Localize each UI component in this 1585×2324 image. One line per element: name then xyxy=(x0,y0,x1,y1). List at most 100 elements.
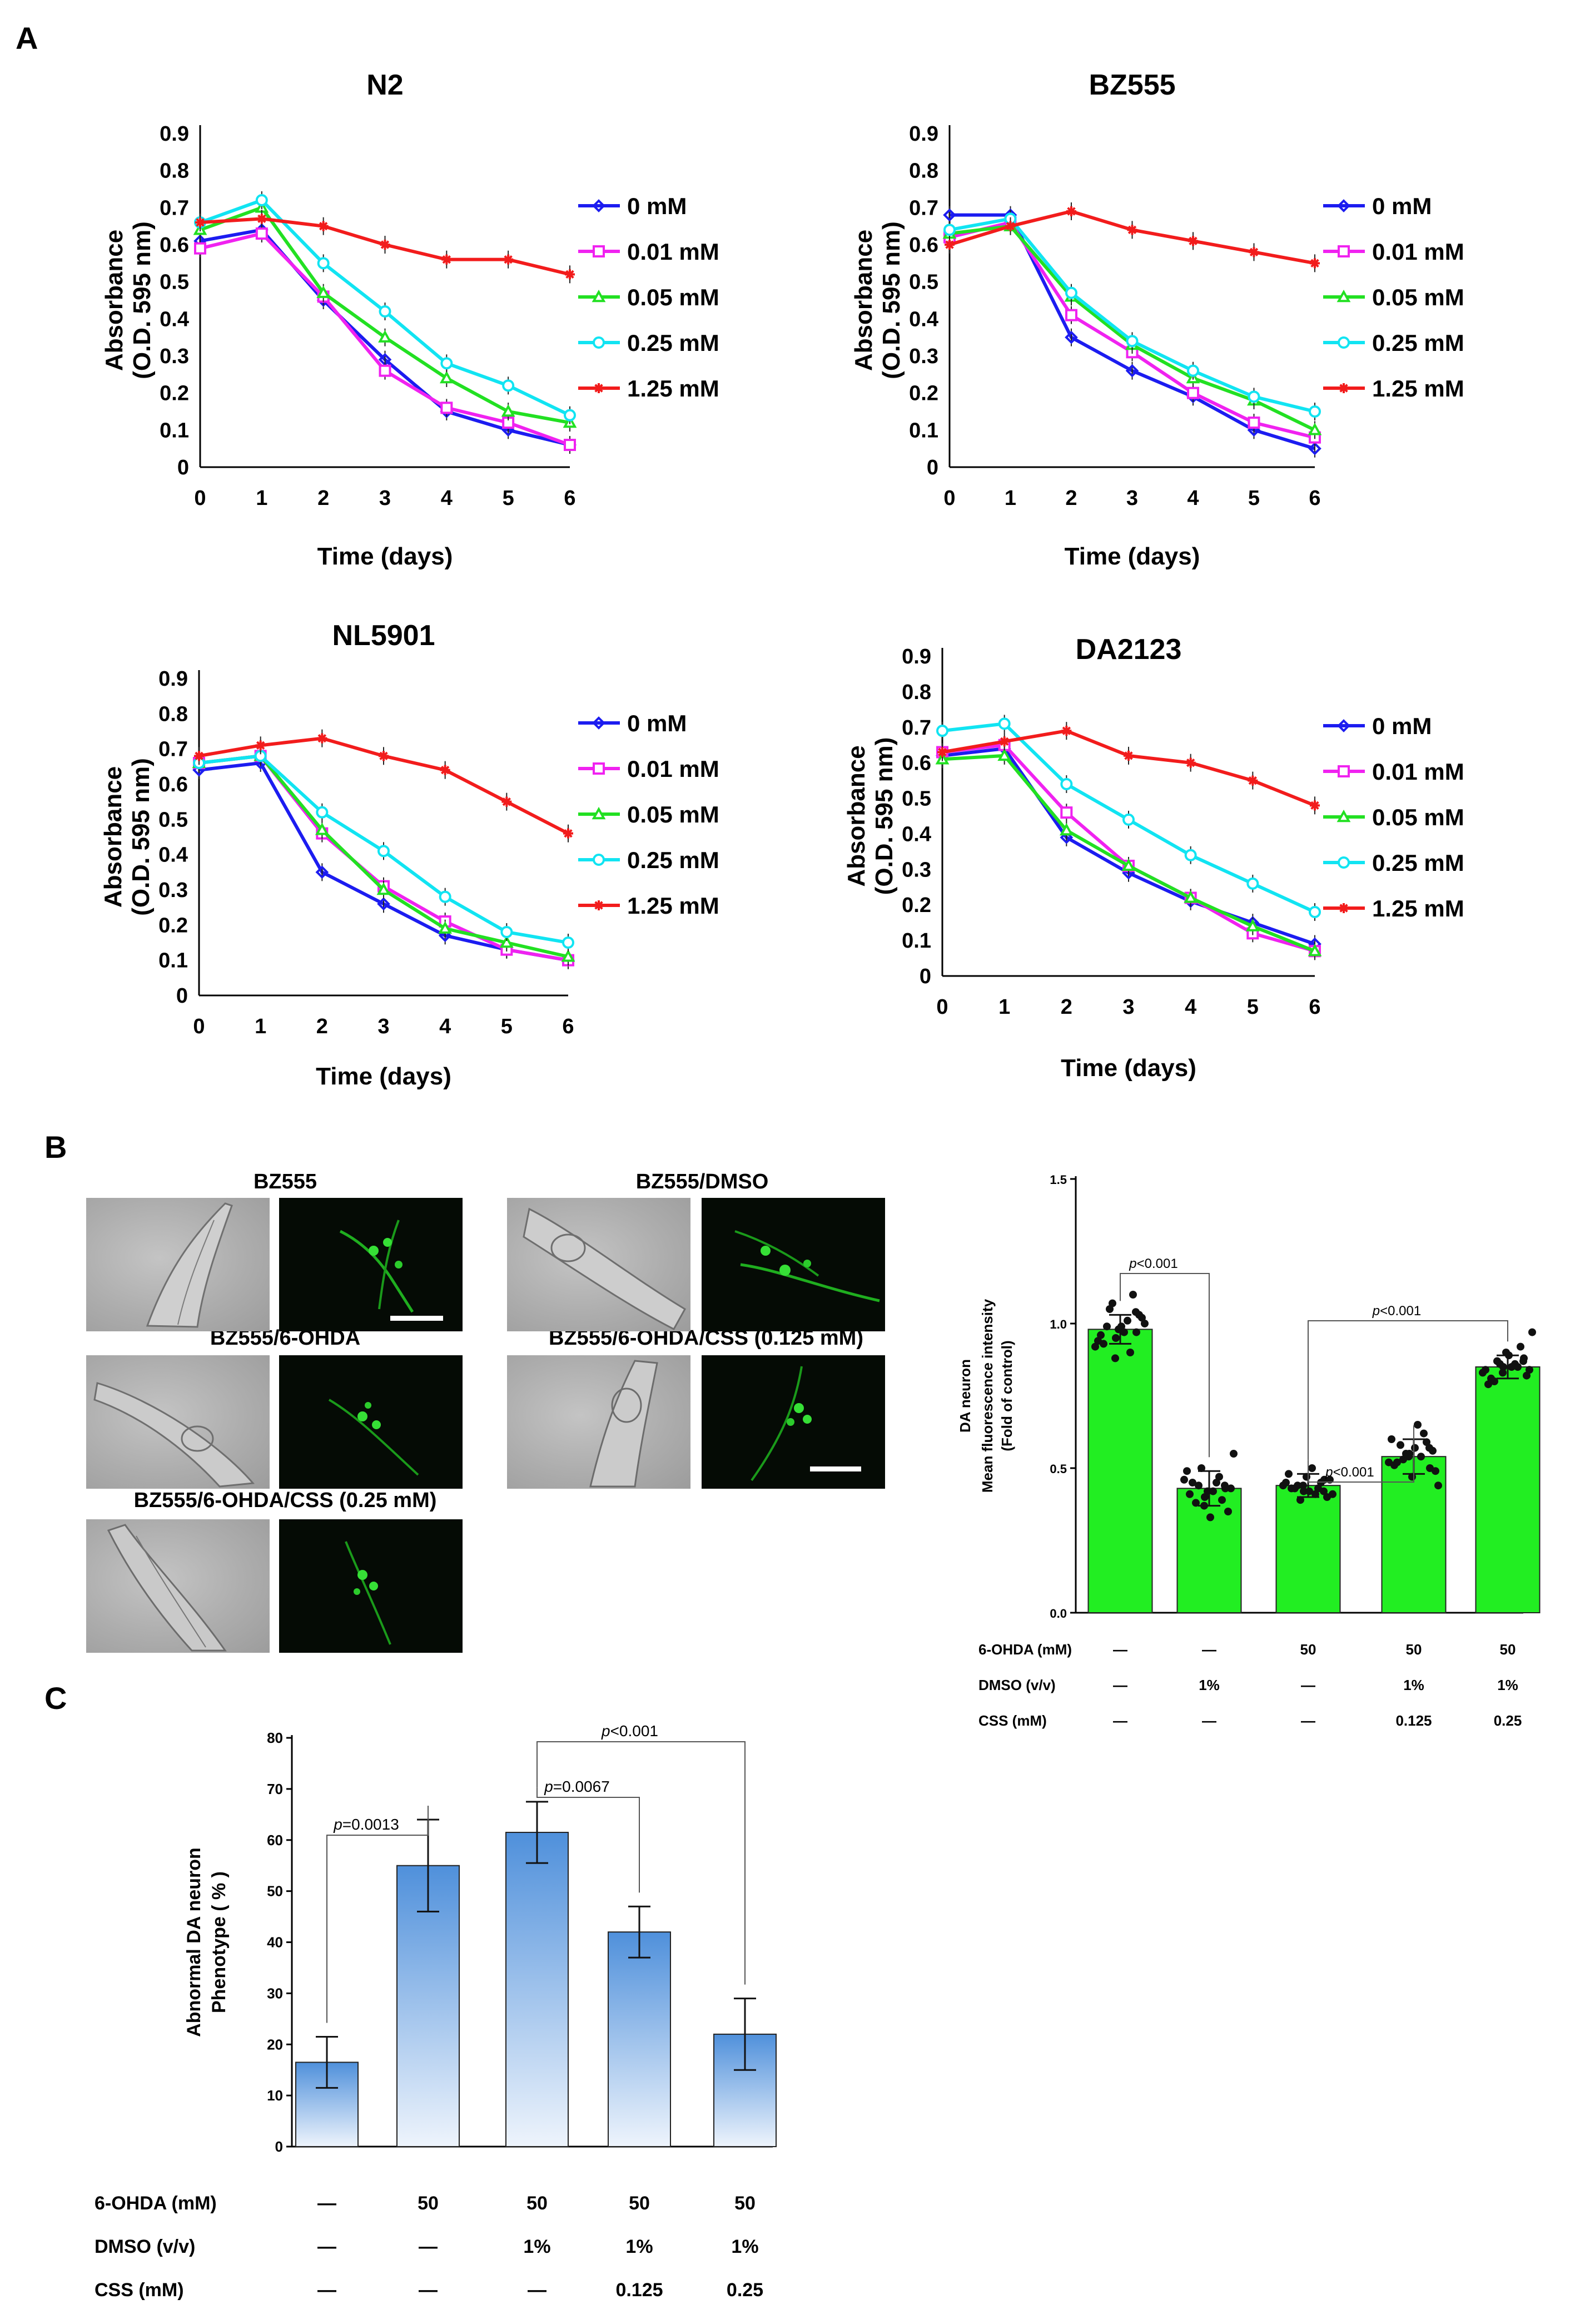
condition-value: 1% xyxy=(1199,1677,1220,1693)
condition-value: — xyxy=(1202,1641,1216,1658)
legend-marker xyxy=(1336,289,1351,303)
y-tick-label: 0.3 xyxy=(902,858,931,881)
y-tick-label: 0.6 xyxy=(160,234,189,257)
p-symbol: p xyxy=(1372,1304,1380,1319)
condition-value: — xyxy=(1113,1712,1127,1729)
worm-head-shape xyxy=(589,1360,658,1488)
data-point xyxy=(1200,1502,1208,1510)
p-value: <0.001 xyxy=(1380,1304,1421,1319)
y-axis-label-unit: (O.D. 595 nm) xyxy=(878,221,905,379)
micrograph-dmso-brightfield xyxy=(507,1198,690,1331)
y-tick-label: 1.5 xyxy=(1050,1173,1067,1187)
y-axis-label: Absorbance xyxy=(101,230,128,371)
data-point xyxy=(256,214,267,224)
data-point xyxy=(1417,1453,1425,1461)
data-point xyxy=(1434,1481,1442,1490)
condition-value: 50 xyxy=(1300,1641,1316,1658)
data-point xyxy=(1308,944,1322,957)
data-point xyxy=(1186,1490,1194,1498)
legend-marker xyxy=(592,716,605,730)
bar xyxy=(608,1931,671,2147)
y-axis-label: DA neuron xyxy=(957,1359,973,1433)
data-point xyxy=(1215,1473,1223,1481)
x-tick-label: 2 xyxy=(316,1015,328,1038)
legend-marker xyxy=(1338,765,1350,777)
data-point xyxy=(317,257,330,270)
data-point xyxy=(316,806,329,819)
legend-marker xyxy=(1338,856,1350,869)
series-line xyxy=(942,743,1315,953)
data-point xyxy=(1248,390,1260,403)
data-point xyxy=(1117,1322,1125,1331)
data-point xyxy=(1526,1366,1533,1374)
data-point xyxy=(439,890,451,903)
x-tick-label: 0 xyxy=(943,487,955,510)
y-tick-label: 0.8 xyxy=(160,160,189,183)
y-tick-label: 0.7 xyxy=(902,716,931,740)
data-point xyxy=(1288,1484,1295,1493)
y-tick-label: 0.3 xyxy=(160,345,189,368)
data-point xyxy=(377,845,390,858)
data-point xyxy=(1308,1464,1316,1472)
data-point xyxy=(1198,1464,1205,1472)
y-tick-label: 0 xyxy=(176,984,188,1008)
neuron-signal xyxy=(328,1399,419,1476)
legend-marker xyxy=(594,383,604,393)
legend-label: 0.05 mM xyxy=(1372,804,1464,830)
data-point xyxy=(380,240,390,250)
condition-value: — xyxy=(317,2280,336,2301)
data-point xyxy=(1221,1481,1229,1490)
condition-value: — xyxy=(317,2193,336,2214)
condition-value: — xyxy=(1113,1677,1127,1693)
panel-letter-c: C xyxy=(44,1681,67,1716)
x-tick-label: 1 xyxy=(1005,487,1016,510)
y-tick-label: 0.9 xyxy=(902,645,931,668)
line-chart-da2123: DA2123 0 0.1 0.2 0.3 0.4 0.5 0.6 0.7 0.8 0.9 0 1 2 3 4 5… xyxy=(843,633,1464,1082)
data-point xyxy=(1505,1351,1513,1360)
p-symbol: p xyxy=(333,1816,342,1833)
p-value: <0.001 xyxy=(610,1722,658,1740)
p-value: <0.001 xyxy=(1333,1465,1374,1480)
data-point xyxy=(1129,1291,1137,1299)
data-point xyxy=(1060,778,1073,790)
data-point xyxy=(315,865,329,879)
x-tick-label: 0 xyxy=(193,1015,205,1038)
x-tick-label: 1 xyxy=(256,487,267,510)
data-point xyxy=(1519,1357,1527,1365)
condition-value: — xyxy=(419,2236,438,2257)
data-point xyxy=(195,217,205,227)
data-point xyxy=(378,330,392,343)
data-point xyxy=(1112,1334,1120,1342)
x-tick-label: 4 xyxy=(1187,487,1199,510)
significance-label: p<0.001 xyxy=(1129,1256,1177,1271)
data-point xyxy=(1309,906,1321,918)
data-point xyxy=(1060,806,1073,819)
condition-value: 50 xyxy=(1500,1641,1516,1658)
data-point xyxy=(1059,822,1074,836)
scale-bar xyxy=(810,1466,861,1471)
data-point xyxy=(1299,1481,1307,1490)
bar xyxy=(396,1865,460,2147)
significance-bracket xyxy=(1308,1425,1414,1483)
x-tick-label: 2 xyxy=(1061,995,1072,1019)
x-axis-label: Time (days) xyxy=(316,1063,451,1090)
bar xyxy=(1087,1329,1153,1613)
data-point xyxy=(441,254,452,265)
data-point xyxy=(1482,1366,1489,1374)
y-tick-label: 0 xyxy=(920,965,931,988)
y-axis-label: Absorbance xyxy=(100,766,127,908)
condition-value: 1% xyxy=(625,2236,653,2257)
y-tick-label: 0.9 xyxy=(158,667,188,691)
data-point xyxy=(379,364,391,377)
data-point xyxy=(1309,405,1321,418)
data-point xyxy=(1528,1328,1536,1336)
legend-label: 0 mM xyxy=(627,193,687,219)
y-axis-label: (Fold of control) xyxy=(998,1340,1015,1451)
data-point xyxy=(1204,1487,1211,1495)
legend-label: 1.25 mM xyxy=(1372,895,1464,921)
data-point xyxy=(1124,750,1134,761)
panel-letter-b: B xyxy=(44,1129,67,1165)
y-axis-label-unit: (O.D. 595 nm) xyxy=(128,221,156,379)
legend-label: 1.25 mM xyxy=(1372,375,1464,402)
micrograph-title-css-025: BZ555/6-OHDA/CSS (0.25 mM) xyxy=(134,1489,437,1512)
